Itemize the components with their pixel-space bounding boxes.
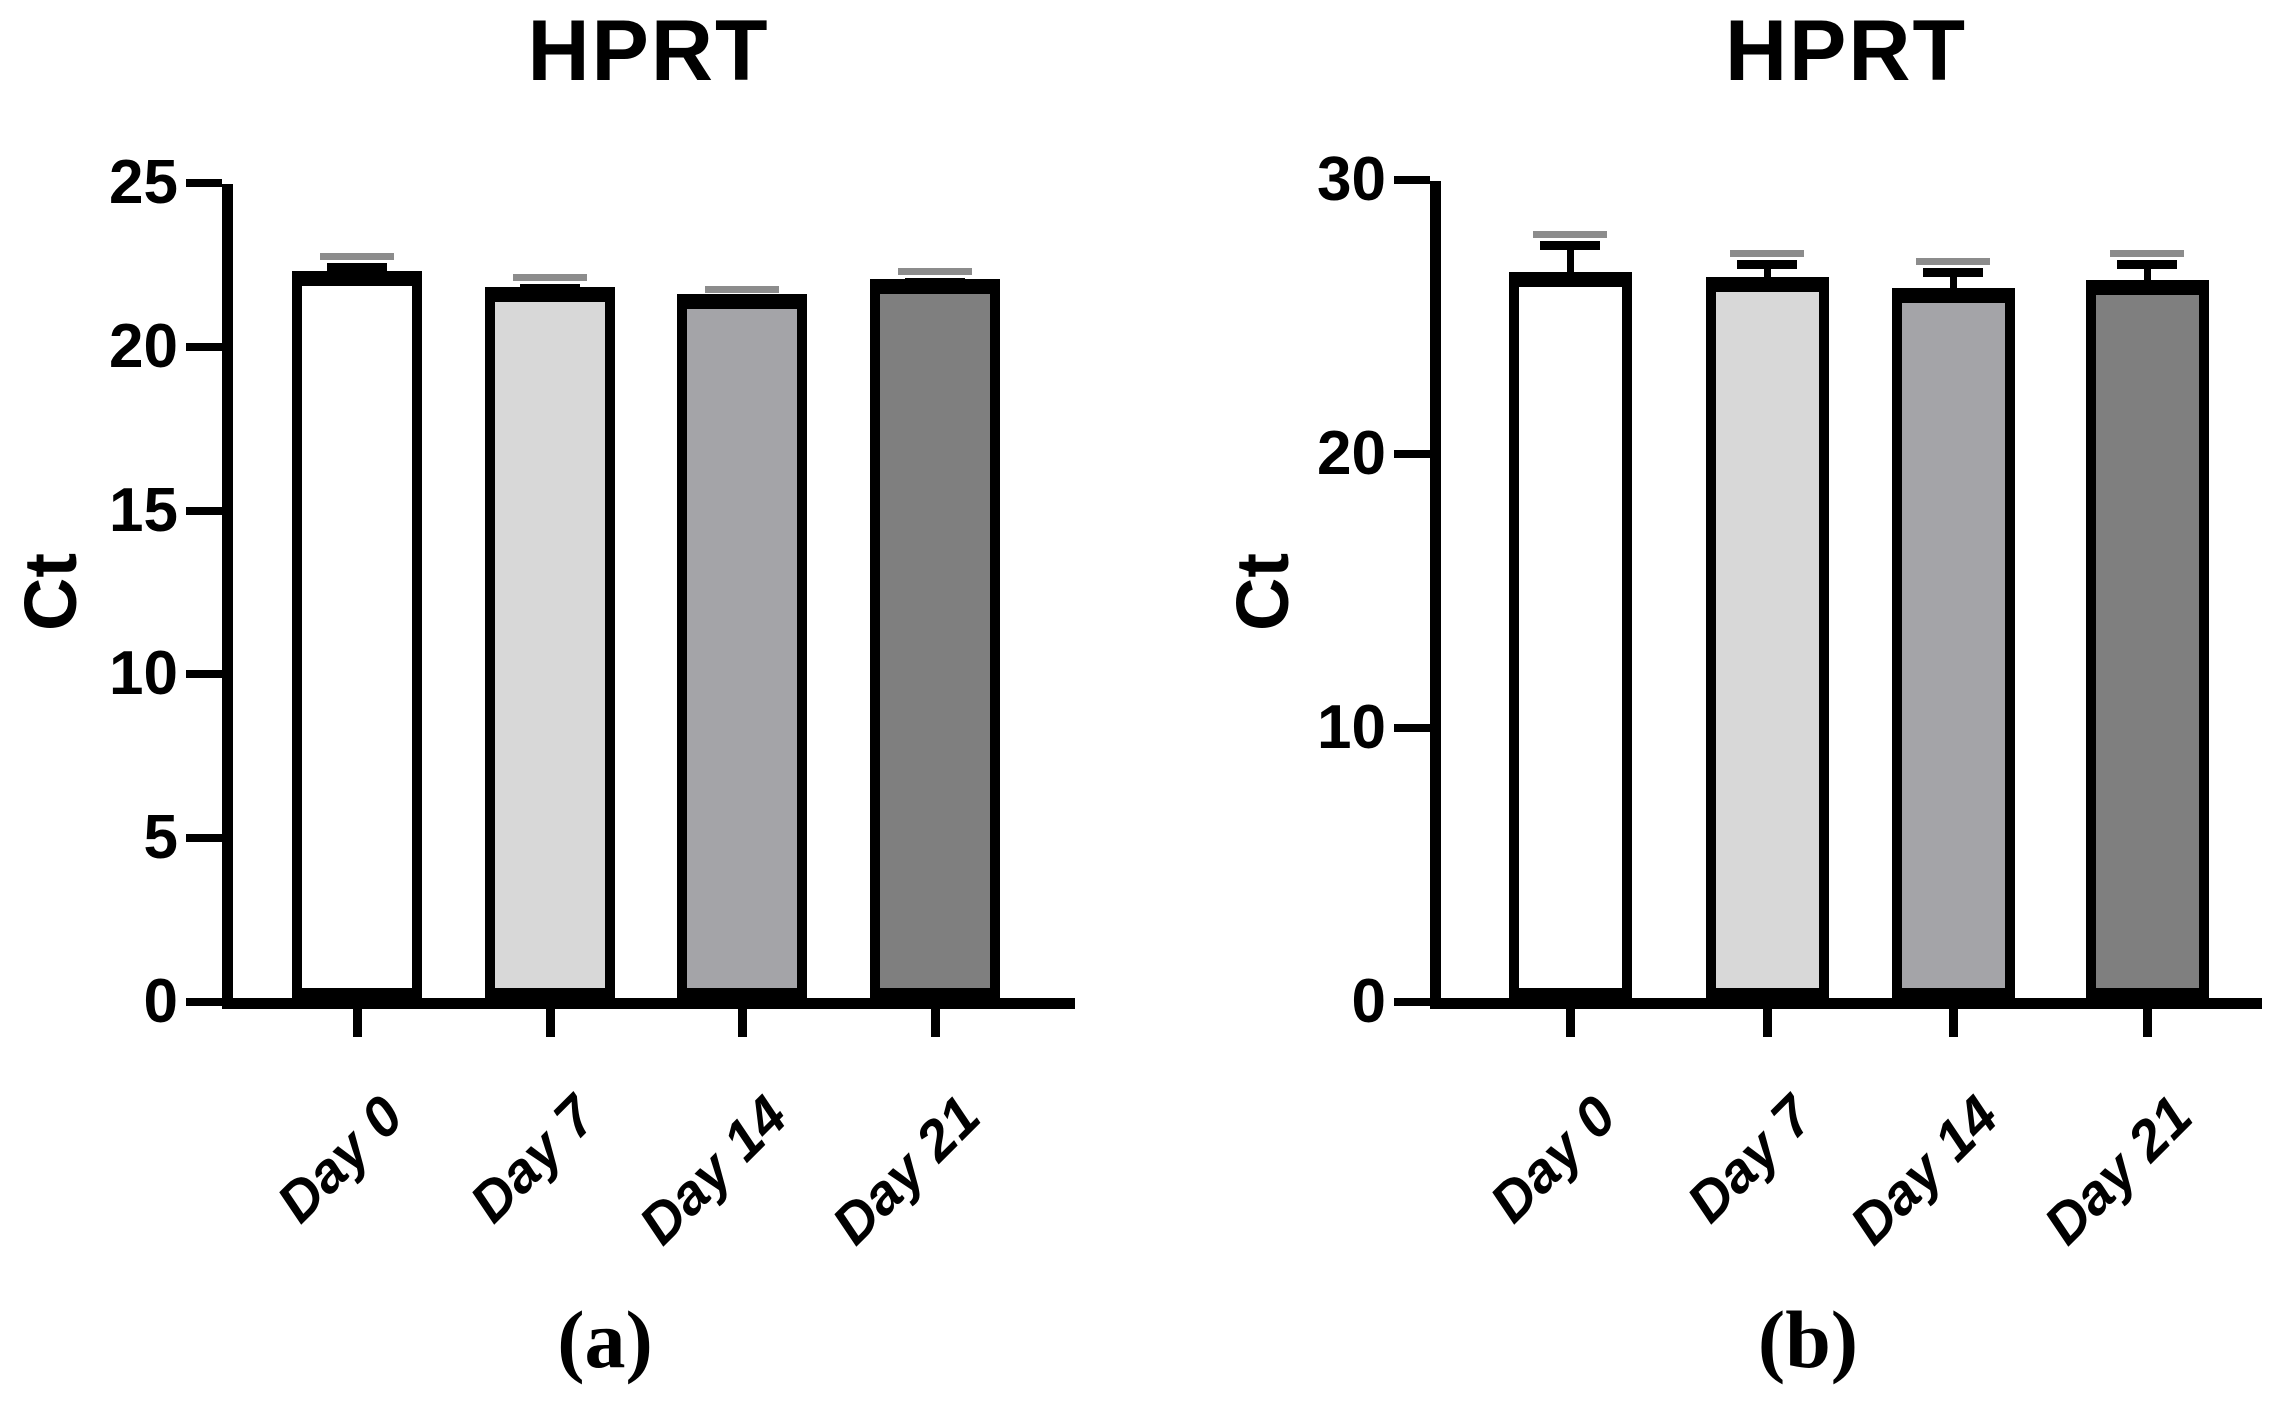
error-bar-line	[354, 262, 361, 286]
y-tick-label: 20	[1317, 419, 1386, 488]
error-bar-cap	[1737, 259, 1797, 269]
panel-caption: (a)	[557, 1294, 653, 1385]
x-tick-label: Day 14	[1838, 1083, 2011, 1256]
x-tick	[738, 1009, 747, 1037]
chart-title: HPRT	[1724, 3, 1968, 99]
y-tick	[186, 179, 222, 187]
bar	[677, 294, 807, 998]
bar	[870, 279, 1000, 998]
bar	[292, 271, 422, 998]
y-tick	[1394, 724, 1430, 732]
error-bar-line	[1567, 240, 1574, 287]
x-tick	[931, 1009, 940, 1037]
x-tick-label: Day 21	[820, 1083, 993, 1256]
bar	[485, 287, 615, 998]
error-bar-cap-gray	[513, 274, 587, 282]
error-bar-cap	[1540, 240, 1600, 250]
y-tick	[1394, 176, 1430, 184]
error-bar-cap-gray	[898, 267, 972, 275]
x-tick	[353, 1009, 362, 1037]
bar	[1891, 288, 2015, 998]
error-bar-cap-gray	[1730, 249, 1804, 257]
y-tick-label: 5	[143, 803, 178, 873]
error-bar-cap	[520, 284, 580, 294]
bar	[2085, 280, 2209, 998]
error-bar-line	[1764, 259, 1771, 293]
x-tick	[1566, 1009, 1575, 1037]
y-tick	[186, 506, 222, 515]
error-bar-cap-gray	[2110, 249, 2184, 257]
chart-title: HPRT	[527, 3, 770, 99]
x-tick	[546, 1009, 555, 1037]
x-tick	[1763, 1009, 1772, 1037]
y-tick-label: 30	[1317, 145, 1386, 214]
x-tick-label: Day 7	[1674, 1083, 1825, 1234]
y-axis-label: Ct	[1221, 552, 1304, 632]
x-tick	[1949, 1009, 1958, 1037]
y-tick-label: 10	[109, 639, 178, 709]
error-bar-cap-gray	[320, 252, 394, 260]
y-tick-label: 10	[1317, 693, 1386, 762]
error-bar-cap	[2117, 259, 2177, 269]
y-tick	[1394, 450, 1430, 458]
error-bar-cap	[905, 277, 965, 287]
y-tick-label: 20	[109, 311, 178, 381]
y-tick	[186, 998, 222, 1006]
error-bar-cap	[1923, 267, 1983, 277]
y-tick	[186, 670, 222, 679]
y-tick-label: 0	[143, 967, 178, 1036]
y-tick	[1394, 998, 1430, 1006]
x-tick-label: Day 0	[1477, 1083, 1628, 1234]
x-tick-label: Day 0	[264, 1083, 415, 1234]
error-bar-cap-gray	[705, 285, 779, 293]
error-bar-cap	[327, 262, 387, 272]
plot-area: 0 5 10 15 20 25 Day 0 Day 7 Day 14 Day 21	[109, 152, 1075, 1256]
y-tick-label: 0	[1351, 967, 1386, 1036]
x-tick-label: Day 7	[457, 1083, 608, 1234]
bar	[1705, 277, 1829, 998]
error-bar-line	[1950, 267, 1957, 304]
panel-caption: (b)	[1757, 1294, 1859, 1385]
x-tick-label: Day 21	[2032, 1083, 2205, 1256]
error-bar-cap	[712, 295, 772, 305]
plot-area: 0 10 20 30 Day 0 Day 7 Day 14 Day 21	[1317, 149, 2262, 1256]
y-tick-label: 25	[109, 148, 178, 217]
error-bar-cap-gray	[1916, 257, 1990, 265]
error-bar-line	[2144, 259, 2151, 296]
error-bar-cap-gray	[1533, 230, 1607, 238]
x-tick-label: Day 14	[627, 1083, 800, 1256]
y-tick-label: 15	[109, 475, 178, 545]
y-tick	[186, 834, 222, 843]
y-tick	[186, 342, 222, 351]
x-tick	[2143, 1009, 2152, 1037]
bar	[1508, 272, 1632, 998]
y-axis-label: Ct	[9, 552, 92, 632]
